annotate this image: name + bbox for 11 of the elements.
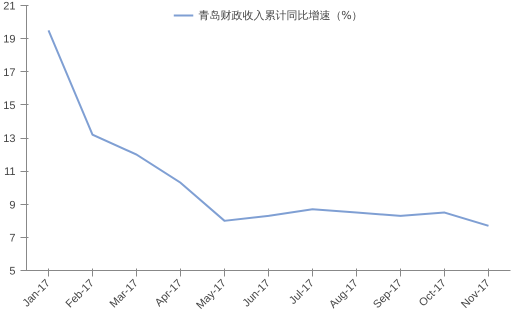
y-tick-label: 13 [3, 133, 16, 145]
y-tick-label: 21 [3, 0, 16, 12]
y-tick-label: 17 [3, 66, 16, 79]
legend-label: 青岛财政收入累计同比增速（%） [198, 8, 363, 22]
y-tick-label: 7 [9, 232, 16, 244]
y-tick-label: 5 [9, 266, 16, 278]
y-tick-label: 9 [9, 199, 16, 212]
y-tick-label: 15 [3, 100, 16, 112]
y-tick-label: 19 [3, 34, 16, 46]
y-tick-label: 11 [4, 166, 16, 178]
line-series [48, 29, 490, 227]
